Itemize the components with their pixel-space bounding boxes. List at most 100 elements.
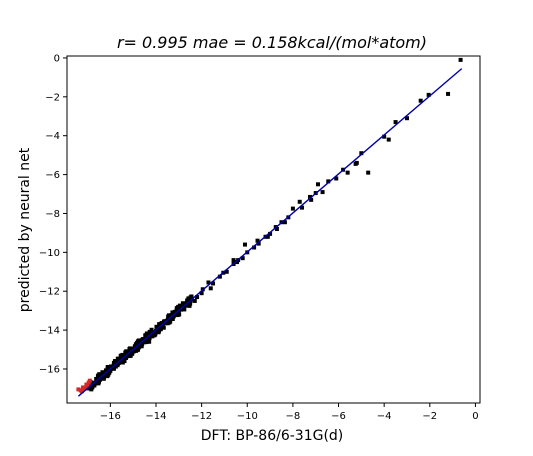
data-point: [136, 340, 141, 345]
x-tick-label: −8: [286, 411, 301, 422]
data-point: [180, 301, 185, 306]
data-point: [282, 220, 287, 225]
y-tick-label: −10: [39, 248, 60, 259]
data-point: [206, 280, 211, 285]
data-point: [144, 337, 149, 342]
data-point: [90, 384, 95, 389]
data-point: [240, 256, 245, 261]
data-point: [169, 316, 174, 321]
data-point: [151, 333, 156, 338]
data-point: [192, 298, 197, 303]
data-point: [446, 91, 451, 96]
data-point: [128, 347, 133, 352]
data-point: [242, 242, 247, 247]
data-point: [110, 366, 115, 371]
chart-title: r= 0.995 mae = 0.158kcal/(mol*atom): [117, 33, 427, 52]
data-point: [142, 340, 147, 345]
y-tick-label: −12: [39, 287, 60, 298]
data-point: [120, 352, 125, 357]
data-point: [154, 324, 159, 329]
highlight-point: [83, 386, 88, 391]
data-point: [326, 179, 331, 184]
x-tick-label: −12: [191, 411, 212, 422]
data-point: [181, 306, 186, 311]
highlight-point: [79, 389, 84, 394]
data-point: [187, 303, 192, 308]
data-point: [157, 322, 162, 327]
data-point: [186, 296, 191, 301]
data-point: [393, 120, 398, 125]
data-point: [426, 92, 431, 97]
data-point: [234, 260, 239, 265]
data-point: [124, 350, 129, 355]
data-point: [167, 314, 172, 319]
data-point: [404, 116, 409, 121]
data-point: [320, 190, 325, 195]
data-point: [297, 199, 302, 204]
data-point: [255, 238, 260, 243]
data-point: [231, 258, 236, 263]
data-point: [308, 194, 313, 199]
data-point: [359, 151, 364, 156]
data-point: [345, 170, 350, 175]
plot-frame: [66, 55, 481, 404]
data-point: [161, 325, 166, 330]
x-axis-label: DFT: BP-86/6-31G(d): [201, 428, 344, 444]
data-point: [366, 170, 371, 175]
data-point: [98, 377, 103, 382]
data-point: [101, 374, 106, 379]
data-point: [103, 372, 108, 377]
data-point: [161, 319, 166, 324]
data-point: [382, 134, 387, 139]
data-point: [149, 330, 154, 335]
data-point: [300, 205, 305, 210]
data-point: [315, 182, 320, 187]
x-tick-label: −14: [145, 411, 166, 422]
x-tick-label: −2: [422, 411, 437, 422]
data-point: [167, 319, 172, 324]
y-tick-label: −8: [45, 209, 60, 220]
data-point: [101, 376, 106, 381]
data-point: [94, 380, 99, 385]
y-tick-label: 0: [54, 53, 60, 64]
highlight-point: [76, 387, 81, 392]
data-point: [176, 306, 181, 311]
y-tick-label: −14: [39, 326, 60, 337]
x-tick-label: −4: [377, 411, 392, 422]
y-tick-label: −6: [45, 170, 60, 181]
data-point: [153, 330, 158, 335]
data-point: [147, 339, 152, 344]
data-point: [107, 370, 112, 375]
data-point: [418, 98, 423, 103]
data-point: [334, 176, 339, 181]
x-tick-label: −16: [100, 411, 121, 422]
data-point: [128, 351, 133, 356]
x-tick-label: 0: [472, 411, 478, 422]
y-tick-label: −16: [39, 364, 60, 375]
data-point: [139, 344, 144, 349]
x-tick-label: −6: [331, 411, 346, 422]
data-point: [171, 314, 176, 319]
data-point: [265, 234, 270, 239]
data-point: [127, 354, 132, 359]
data-point: [135, 345, 140, 350]
data-point: [256, 241, 261, 246]
data-point: [217, 274, 222, 279]
data-point: [208, 286, 213, 291]
data-point: [146, 331, 151, 336]
data-point: [185, 298, 190, 303]
data-point: [290, 206, 295, 211]
data-point: [92, 383, 97, 388]
data-point: [185, 303, 190, 308]
data-point: [156, 330, 161, 335]
data-point: [115, 356, 120, 361]
data-point: [252, 245, 257, 250]
data-point: [132, 344, 137, 349]
data-point: [175, 310, 180, 315]
data-point: [149, 327, 154, 332]
data-point: [105, 366, 110, 371]
data-point: [172, 309, 177, 314]
data-point: [268, 231, 273, 236]
data-point: [386, 137, 391, 142]
x-tick-label: −10: [237, 411, 258, 422]
